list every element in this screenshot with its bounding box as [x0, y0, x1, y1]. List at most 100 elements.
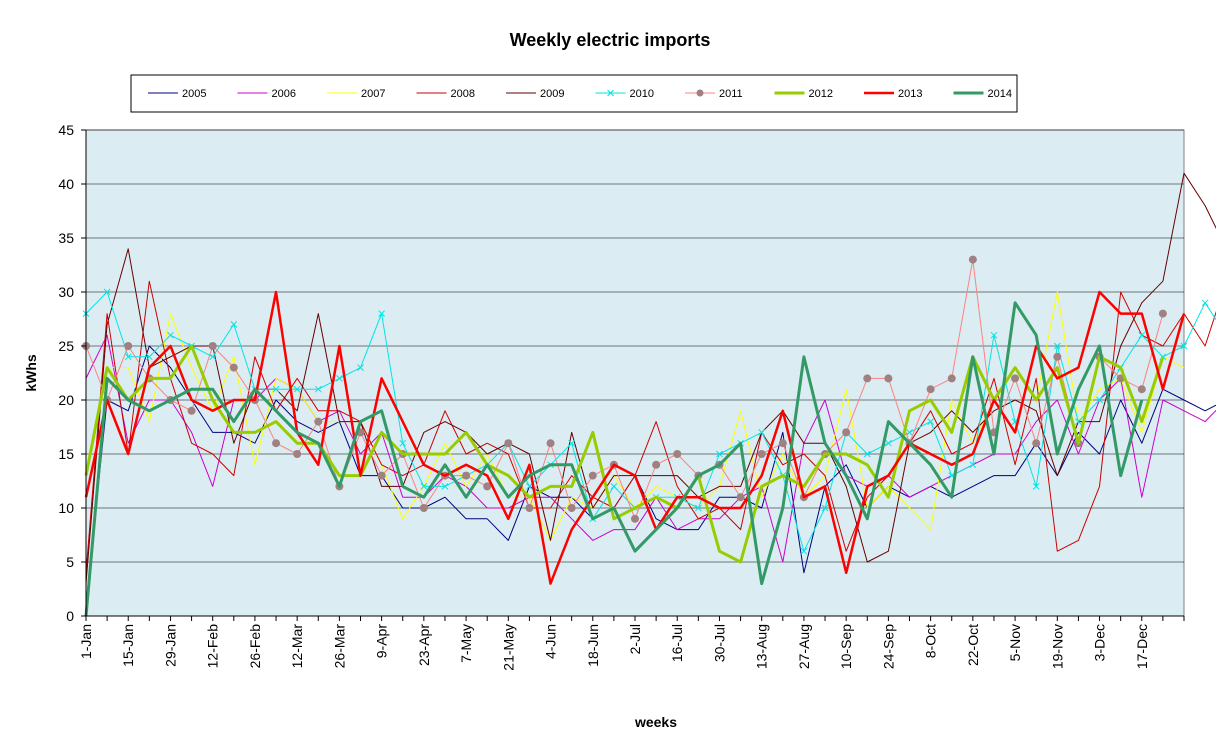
data-point — [1180, 342, 1188, 350]
y-tick-label: 35 — [58, 230, 74, 246]
y-tick-label: 15 — [58, 446, 74, 462]
data-point — [842, 428, 851, 437]
x-tick-label: 29-Jan — [162, 624, 178, 667]
data-point — [526, 483, 533, 490]
x-tick-label: 27-Aug — [796, 624, 812, 669]
legend-label: 2012 — [809, 88, 833, 100]
data-point — [884, 374, 893, 383]
data-point — [863, 450, 871, 458]
y-tick-label: 45 — [58, 122, 74, 138]
data-point — [1137, 385, 1146, 394]
x-tick-label: 4-Jun — [543, 624, 559, 659]
legend-label: 2008 — [451, 88, 475, 100]
legend-label: 2009 — [540, 88, 564, 100]
x-tick-label: 26-Mar — [331, 624, 347, 669]
x-tick-label: 22-Oct — [965, 624, 981, 666]
data-point — [209, 353, 217, 361]
data-point — [293, 385, 301, 393]
data-point — [885, 439, 892, 447]
legend-item-2013: 2013 — [864, 88, 922, 100]
y-tick-label: 40 — [58, 176, 74, 192]
data-point — [673, 450, 682, 458]
x-tick-label: 1-Jan — [78, 624, 94, 659]
data-point — [968, 255, 977, 264]
x-tick-label: 9-Apr — [374, 624, 390, 659]
x-tick-label: 23-Apr — [416, 624, 432, 666]
x-tick-label: 26-Feb — [247, 624, 263, 669]
legend-label: 2006 — [272, 88, 296, 100]
series-line-2011 — [85, 259, 1164, 520]
data-point — [821, 504, 829, 512]
gridlines — [86, 129, 1184, 563]
series-2014 — [84, 301, 1144, 617]
data-point — [1032, 483, 1040, 490]
x-axis-title: weeks — [634, 714, 677, 730]
legend-label: 2010 — [630, 88, 654, 100]
data-point — [525, 504, 534, 512]
legend-item-2006: 2006 — [237, 88, 296, 100]
data-point — [588, 471, 597, 480]
data-point — [947, 374, 956, 383]
data-point — [441, 483, 449, 490]
data-point — [863, 374, 872, 383]
series-line-2012 — [84, 344, 1165, 564]
x-tick-label: 3-Dec — [1092, 624, 1108, 661]
x-tick-label: 19-Nov — [1049, 624, 1065, 669]
series-line-2009 — [85, 172, 1216, 584]
x-tick-label: 12-Mar — [289, 624, 305, 669]
data-point — [378, 310, 385, 317]
data-point — [314, 385, 322, 393]
data-point — [124, 353, 132, 361]
data-point — [419, 504, 428, 512]
y-axis-title: kWhs — [23, 354, 39, 392]
data-point — [736, 493, 745, 502]
legend-label: 2011 — [719, 88, 743, 100]
data-point — [906, 429, 913, 436]
data-point — [272, 439, 281, 448]
legend-item-2008: 2008 — [416, 88, 475, 100]
x-tick-label: 21-May — [500, 624, 516, 671]
data-point — [293, 450, 302, 458]
data-point — [357, 364, 364, 371]
data-point — [926, 385, 935, 394]
y-tick-label: 10 — [58, 500, 74, 516]
data-point — [610, 483, 618, 490]
x-tick-label: 24-Sep — [880, 624, 896, 669]
data-point — [1053, 352, 1062, 361]
y-tick-label: 20 — [58, 392, 74, 408]
legend-item-2009: 2009 — [506, 88, 564, 100]
chart-title: Weekly electric imports — [510, 30, 711, 50]
data-point — [778, 439, 787, 448]
legend-label: 2007 — [361, 88, 385, 100]
y-tick-label: 30 — [58, 284, 74, 300]
data-point — [483, 482, 492, 491]
axes: 0 5 10 15 20 25 30 35 40 45 1-Jan 15-Jan 29-Jan 12-Fe… — [58, 122, 1185, 671]
x-tick-label: 30-Jul — [711, 624, 727, 662]
x-tick-label: 8-Oct — [923, 624, 939, 658]
series-2009 — [85, 172, 1216, 584]
series-2012 — [84, 344, 1165, 564]
data-point — [694, 504, 702, 512]
data-point — [336, 375, 343, 382]
legend-marker — [696, 89, 704, 97]
x-tick-label: 12-Feb — [205, 624, 221, 669]
data-point — [1032, 439, 1041, 448]
legend-label: 2005 — [182, 88, 206, 100]
data-point — [504, 439, 513, 448]
data-point — [757, 450, 766, 458]
x-tick-label: 7-May — [458, 624, 474, 663]
data-point — [1201, 299, 1209, 307]
legend-label: 2014 — [988, 88, 1012, 100]
data-point — [187, 406, 196, 415]
data-point — [1053, 342, 1061, 350]
data-point — [377, 471, 386, 480]
data-point — [103, 288, 111, 296]
data-point — [167, 331, 174, 339]
data-point — [568, 439, 576, 447]
data-point — [1138, 331, 1146, 339]
data-point — [208, 342, 217, 350]
data-point — [800, 547, 808, 555]
legend-item-2011: 2011 — [685, 88, 743, 100]
legend-item-2007: 2007 — [327, 88, 385, 100]
data-point — [546, 439, 555, 448]
